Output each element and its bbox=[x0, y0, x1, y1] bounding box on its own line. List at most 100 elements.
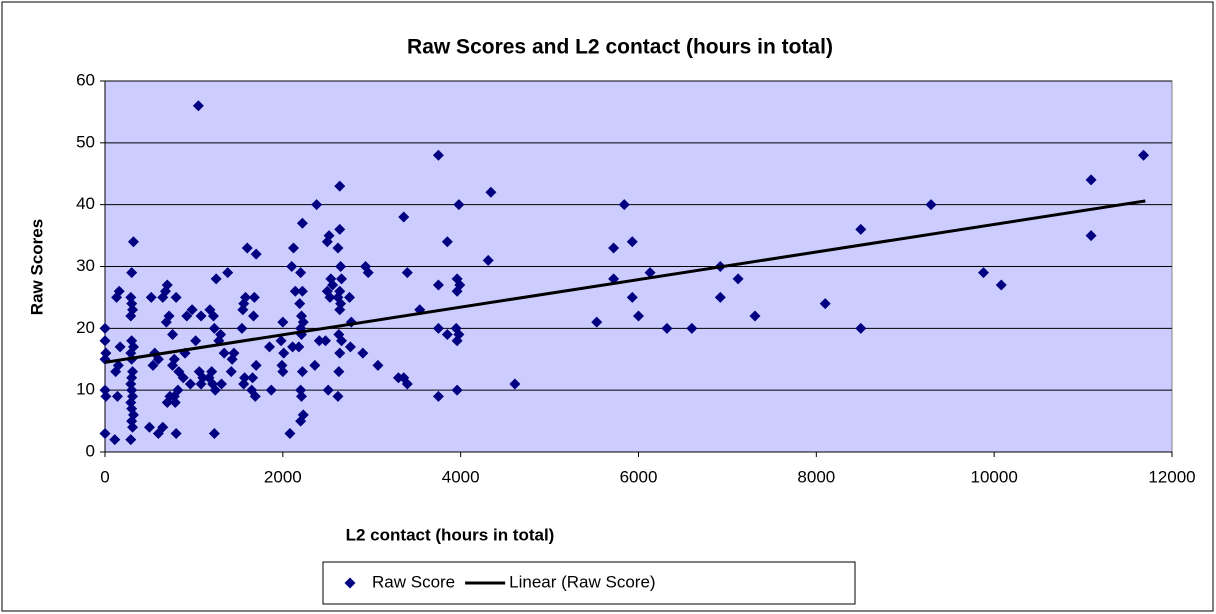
data-point bbox=[265, 384, 277, 396]
data-point bbox=[184, 378, 196, 390]
data-point bbox=[277, 366, 289, 378]
data-point bbox=[432, 279, 444, 291]
data-point bbox=[332, 242, 344, 254]
data-point bbox=[1138, 149, 1150, 161]
data-point bbox=[177, 372, 189, 384]
data-point bbox=[334, 223, 346, 235]
data-point bbox=[332, 390, 344, 402]
data-point bbox=[995, 279, 1007, 291]
data-point bbox=[441, 329, 453, 341]
data-point bbox=[170, 291, 182, 303]
data-point bbox=[289, 285, 301, 297]
data-point bbox=[167, 329, 179, 341]
legend-label: Linear (Raw Score) bbox=[509, 572, 655, 591]
data-point bbox=[432, 390, 444, 402]
data-point bbox=[618, 199, 630, 211]
data-point bbox=[99, 427, 111, 439]
y-tick-label: 10 bbox=[76, 380, 95, 399]
data-point bbox=[336, 335, 348, 347]
data-point bbox=[295, 415, 307, 427]
data-point bbox=[485, 186, 497, 198]
data-point bbox=[509, 378, 521, 390]
data-point bbox=[127, 421, 139, 433]
x-tick-label: 12000 bbox=[1148, 467, 1195, 486]
data-point bbox=[925, 199, 937, 211]
data-point bbox=[99, 322, 111, 334]
data-point bbox=[236, 322, 248, 334]
data-point bbox=[152, 427, 164, 439]
data-point bbox=[195, 378, 207, 390]
data-point bbox=[192, 100, 204, 112]
data-point bbox=[109, 434, 121, 446]
data-point bbox=[372, 359, 384, 371]
data-point bbox=[99, 335, 111, 347]
data-point bbox=[147, 359, 159, 371]
data-point bbox=[977, 267, 989, 279]
data-point bbox=[362, 267, 374, 279]
data-point bbox=[482, 254, 494, 266]
data-point bbox=[111, 291, 123, 303]
data-point bbox=[322, 384, 334, 396]
data-point bbox=[111, 390, 123, 402]
x-tick-label: 8000 bbox=[797, 467, 835, 486]
data-point bbox=[334, 347, 346, 359]
data-point bbox=[210, 273, 222, 285]
data-point bbox=[248, 291, 260, 303]
data-point bbox=[125, 434, 137, 446]
data-point bbox=[195, 310, 207, 322]
data-point bbox=[143, 421, 155, 433]
data-point bbox=[644, 267, 656, 279]
y-tick-label: 50 bbox=[76, 132, 95, 151]
data-point bbox=[336, 273, 348, 285]
data-point bbox=[686, 322, 698, 334]
y-tick-label: 0 bbox=[86, 441, 95, 460]
data-point bbox=[181, 310, 193, 322]
legend-label: Raw Score bbox=[372, 572, 455, 591]
data-point bbox=[208, 322, 220, 334]
data-point bbox=[284, 427, 296, 439]
data-point bbox=[294, 298, 306, 310]
data-point bbox=[333, 366, 345, 378]
data-point bbox=[296, 217, 308, 229]
data-point bbox=[855, 322, 867, 334]
data-point bbox=[311, 199, 323, 211]
x-tick-label: 4000 bbox=[442, 467, 480, 486]
legend-marker bbox=[344, 577, 356, 589]
data-point bbox=[275, 335, 287, 347]
data-point bbox=[309, 359, 321, 371]
x-axis-title: L2 contact (hours in total) bbox=[346, 525, 555, 544]
data-point bbox=[324, 291, 336, 303]
data-point bbox=[170, 427, 182, 439]
data-point bbox=[344, 341, 356, 353]
data-point bbox=[209, 384, 221, 396]
data-point bbox=[1085, 230, 1097, 242]
data-point bbox=[152, 353, 164, 365]
data-point bbox=[451, 335, 463, 347]
data-point bbox=[127, 236, 139, 248]
data-point bbox=[218, 347, 230, 359]
data-point bbox=[160, 316, 172, 328]
data-point bbox=[661, 322, 673, 334]
y-axis-title: Raw Scores bbox=[27, 219, 46, 315]
data-point bbox=[207, 310, 219, 322]
data-point bbox=[241, 242, 253, 254]
data-point bbox=[287, 341, 299, 353]
data-point bbox=[401, 267, 413, 279]
legend bbox=[322, 561, 856, 605]
data-point bbox=[247, 310, 259, 322]
data-point bbox=[169, 397, 181, 409]
x-tick-label: 2000 bbox=[264, 467, 302, 486]
data-point bbox=[441, 236, 453, 248]
data-point bbox=[293, 341, 305, 353]
data-point bbox=[451, 384, 463, 396]
data-point bbox=[238, 378, 250, 390]
data-point bbox=[263, 341, 275, 353]
data-point bbox=[222, 267, 234, 279]
data-point bbox=[327, 279, 339, 291]
x-tick-label: 6000 bbox=[620, 467, 658, 486]
data-point bbox=[451, 285, 463, 297]
y-tick-label: 60 bbox=[76, 70, 95, 89]
data-point bbox=[157, 291, 169, 303]
data-point bbox=[453, 199, 465, 211]
